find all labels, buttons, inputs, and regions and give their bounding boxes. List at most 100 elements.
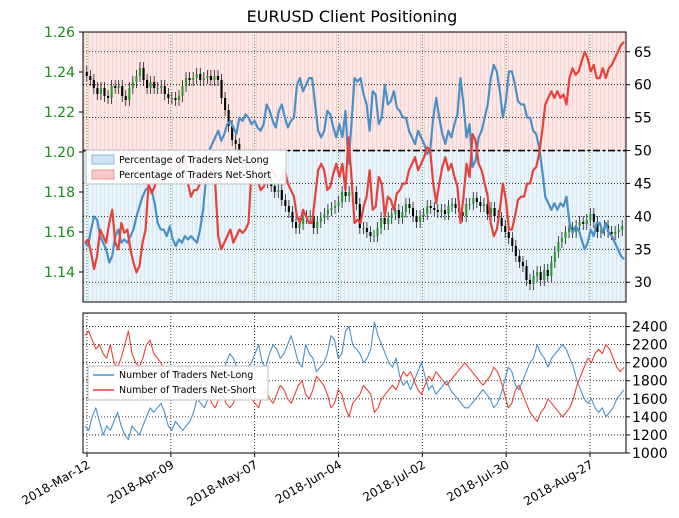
candle-body <box>213 76 216 80</box>
x-tick-label: 2018-May-07 <box>185 457 260 509</box>
price-tick-label: 1.26 <box>44 25 75 41</box>
candle-body <box>514 246 517 256</box>
candle-body <box>560 238 564 242</box>
pct-tick-label: 60 <box>634 78 652 94</box>
candle-body <box>440 210 443 212</box>
candle-body <box>170 98 173 99</box>
candle-body <box>341 192 344 202</box>
legend-label-count-long: Number of Traders Net-Long <box>119 370 253 381</box>
candle-body <box>578 222 581 226</box>
candle-body <box>124 96 127 100</box>
candle-body <box>504 226 507 232</box>
count-tick-label: 1400 <box>632 410 668 426</box>
candle-body <box>117 86 120 88</box>
candle-body <box>167 94 170 98</box>
bottom-legend: Number of Traders Net-Long Number of Tra… <box>87 365 269 401</box>
candle-body <box>291 212 294 222</box>
candle-body <box>546 270 549 276</box>
x-tick-label: 2018-Mar-12 <box>19 457 92 507</box>
candle-body <box>482 204 485 206</box>
candle-body <box>422 214 425 216</box>
candle-body <box>468 204 471 205</box>
candle-body <box>344 192 347 196</box>
candle-body <box>319 218 322 222</box>
price-candles <box>85 62 624 290</box>
candle-body <box>567 228 571 232</box>
candle-body <box>224 98 227 110</box>
candle-body <box>486 204 489 214</box>
candle-body <box>160 86 163 88</box>
candle-body <box>550 262 553 276</box>
candle-body <box>592 214 595 222</box>
price-tick-label: 1.18 <box>44 185 75 201</box>
candle-body <box>199 74 202 80</box>
candle-body <box>326 210 329 214</box>
pct-tick-label: 65 <box>634 45 652 61</box>
candle-body <box>387 218 390 224</box>
candle-body <box>536 272 539 276</box>
pct-tick-label: 30 <box>634 275 652 291</box>
chart-title: EURUSD Client Positioning <box>247 7 458 26</box>
series-line-net-long-pct <box>84 63 625 264</box>
candle-body <box>220 80 223 98</box>
candle-body <box>362 228 365 229</box>
legend-swatch-net-long <box>91 154 115 165</box>
candle-body <box>202 78 205 80</box>
candle-body <box>404 204 407 212</box>
legend-label-net-long: Percentage of Traders Net-Long <box>119 155 269 166</box>
count-tick-label: 1600 <box>632 392 668 408</box>
candle-body <box>614 232 617 234</box>
candle-body <box>415 216 418 222</box>
series-line-net-long-count <box>84 321 625 441</box>
candle-body <box>92 80 95 88</box>
candle-body <box>227 110 230 126</box>
price-tick-label: 1.24 <box>44 65 75 81</box>
candle-body <box>433 208 436 210</box>
candle-body <box>461 212 464 216</box>
candle-body <box>96 88 99 94</box>
candle-body <box>411 208 415 216</box>
top-panel-frame <box>82 31 627 303</box>
candle-body <box>450 204 454 206</box>
candle-body <box>138 68 142 76</box>
candle-body <box>333 206 337 208</box>
candle-body <box>408 204 411 208</box>
candle-body <box>330 208 333 210</box>
candle-body <box>216 76 220 80</box>
price-tick-label: 1.14 <box>44 265 75 281</box>
count-tick-label: 2000 <box>632 356 668 372</box>
candle-body <box>383 218 386 224</box>
candle-body <box>149 82 152 88</box>
percent-axis-ticks: 65 60 55 50 45 40 35 30 <box>626 45 652 291</box>
candle-body <box>135 76 138 82</box>
candle-body <box>376 228 379 236</box>
price-tick-label: 1.16 <box>44 225 75 241</box>
candle-body <box>106 96 110 98</box>
candle-body <box>206 76 209 78</box>
candle-body <box>532 276 535 284</box>
legend-label-net-short: Percentage of Traders Net-Short <box>119 170 271 181</box>
pct-tick-label: 40 <box>634 209 652 225</box>
candle-body <box>316 222 319 228</box>
x-axis-ticks: 2018-Mar-12 2018-Apr-09 2018-May-07 2018-Ju… <box>19 453 596 509</box>
candle-body <box>302 218 305 224</box>
pct-tick-label: 50 <box>634 144 652 160</box>
candle-body <box>521 262 525 266</box>
candle-body <box>610 232 613 234</box>
candle-body <box>287 206 290 212</box>
candle-body <box>188 78 191 80</box>
candle-body <box>209 76 212 80</box>
candle-body <box>323 214 326 218</box>
candle-body <box>131 82 134 88</box>
candle-body <box>280 190 283 200</box>
candle-body <box>195 74 198 78</box>
x-tick-label: 2018-Jul-02 <box>361 457 428 504</box>
candle-body <box>163 86 166 94</box>
candle-body <box>153 82 156 88</box>
count-tick-label: 2400 <box>632 320 668 336</box>
candle-body <box>543 270 546 280</box>
price-tick-label: 1.22 <box>44 105 75 121</box>
candle-body <box>89 76 92 80</box>
pct-tick-label: 35 <box>634 242 652 258</box>
candle-body <box>103 88 106 96</box>
